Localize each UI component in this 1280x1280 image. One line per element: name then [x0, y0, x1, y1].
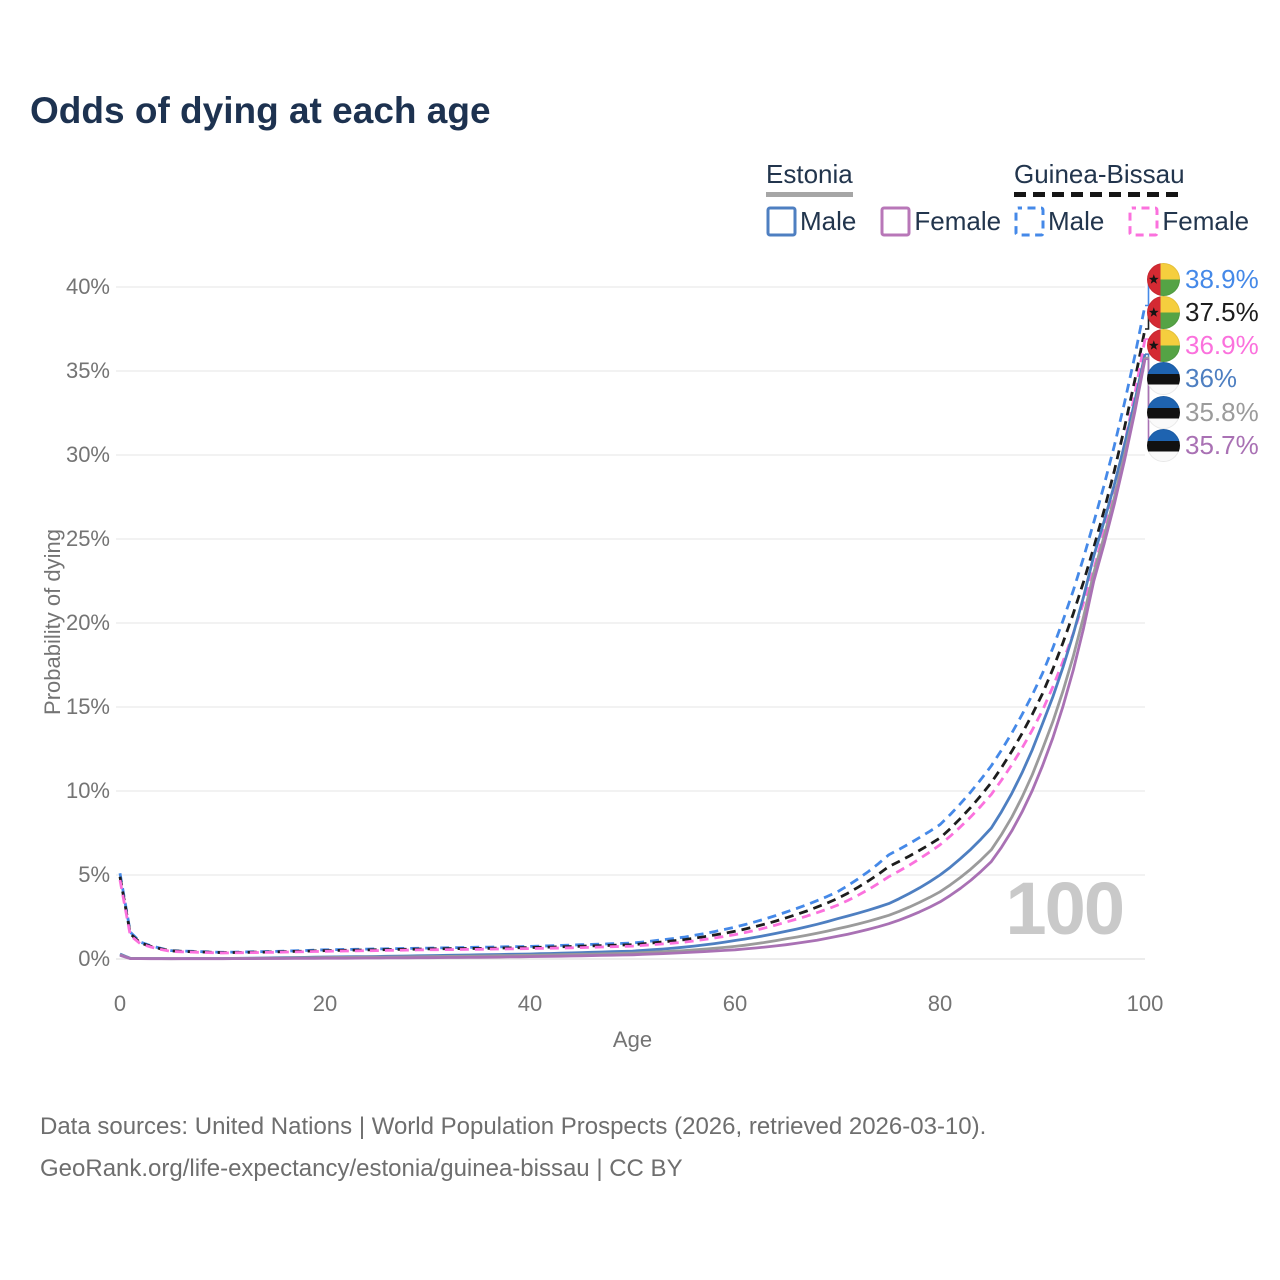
- guinea-bissau-female-swatch-icon: [1128, 206, 1159, 237]
- legend-item-label: Male: [1048, 206, 1105, 236]
- gridlines: [116, 286, 1145, 960]
- guinea-bissau-flag-icon: [1147, 295, 1180, 329]
- estonia-flag-icon: [1147, 429, 1180, 462]
- end-label-estonia-both-sexes: 35.8%: [1147, 395, 1259, 429]
- x-tick-label-0: 0: [113, 991, 127, 1016]
- legend-item-label: Female: [914, 206, 1002, 236]
- series-line-guinea-bissau-male[interactable]: [118, 305, 1147, 954]
- legend-header-guinea-bissau[interactable]: Guinea-Bissau: [1014, 160, 1185, 197]
- y-tick-label-5: 5%: [78, 862, 110, 887]
- estonia-male-swatch-icon: [766, 206, 797, 237]
- guinea-bissau-underline-dashed-rule: [1014, 192, 1185, 197]
- estonia-female-swatch-icon: [880, 206, 911, 237]
- series-line-guinea-bissau-female[interactable]: [118, 338, 1147, 955]
- legend-group-estonia: Estonia Male Female: [766, 160, 1001, 237]
- legend-item-label: Male: [800, 206, 857, 236]
- footer-data-sources: Data sources: United Nations | World Pop…: [40, 1113, 987, 1140]
- x-tick-label-60: 60: [722, 991, 748, 1016]
- legend-item-guinea-bissau-male[interactable]: Male: [1014, 206, 1104, 237]
- legend-item-label: Female: [1162, 206, 1250, 236]
- end-label-guinea-bissau-female: 36.9%: [1147, 329, 1259, 363]
- guinea-bissau-male-swatch-icon: [1014, 206, 1045, 237]
- estonia-flag-icon: [1147, 395, 1180, 429]
- end-label-estonia-male: 36%: [1147, 362, 1238, 396]
- y-tick-label-40: 40%: [65, 274, 110, 299]
- series-line-guinea-bissau-both-sexes[interactable]: [118, 328, 1147, 954]
- end-label-value: 36.9%: [1185, 330, 1259, 361]
- series-line-estonia-male[interactable]: [119, 353, 1147, 960]
- guinea-bissau-flag-icon: [1147, 329, 1180, 363]
- legend-item-guinea-bissau-female[interactable]: Female: [1128, 206, 1249, 237]
- x-tick-label-40: 40: [517, 991, 543, 1016]
- hover-age-watermark: 100: [1005, 867, 1125, 950]
- estonia-flag-icon: [1147, 362, 1180, 396]
- end-label-value: 35.8%: [1185, 396, 1259, 427]
- series-lines: [118, 305, 1147, 961]
- y-tick-label-15: 15%: [65, 694, 110, 719]
- x-tick-label-100: 100: [1126, 991, 1164, 1016]
- legend-header-estonia-label: Estonia: [766, 159, 853, 189]
- end-label-guinea-bissau-male: 38.9%: [1147, 262, 1259, 296]
- footer: Data sources: United Nations | World Pop…: [40, 1106, 986, 1190]
- x-tick-label-20: 20: [312, 991, 338, 1016]
- legend-item-estonia-male[interactable]: Male: [766, 206, 856, 237]
- y-tick-label-0: 0%: [78, 946, 110, 971]
- x-axis-title: Age: [612, 1027, 653, 1052]
- x-tick-label-80: 80: [927, 991, 953, 1016]
- footer-attribution: GeoRank.org/life-expectancy/estonia/guin…: [40, 1155, 683, 1182]
- guinea-bissau-flag-icon: [1147, 262, 1180, 296]
- legend-item-estonia-female[interactable]: Female: [880, 206, 1001, 237]
- end-label-estonia-female: 35.7%: [1147, 429, 1259, 462]
- end-label-guinea-bissau-both-sexes: 37.5%: [1147, 295, 1259, 329]
- series-line-estonia-both-sexes[interactable]: [119, 357, 1147, 961]
- legend-items-guinea-bissau: Male Female: [1014, 206, 1249, 237]
- y-tick-label-35: 35%: [65, 358, 110, 383]
- legend-items-estonia: Male Female: [766, 206, 1001, 237]
- legend-header-estonia[interactable]: Estonia: [766, 160, 853, 197]
- series-line-estonia-female[interactable]: [119, 358, 1147, 961]
- end-label-value: 36%: [1185, 363, 1238, 394]
- y-tick-label-10: 10%: [65, 778, 110, 803]
- page-title: Odds of dying at each age: [30, 90, 491, 131]
- end-label-value: 37.5%: [1185, 296, 1259, 327]
- y-tick-label-30: 30%: [65, 442, 110, 467]
- y-tick-label-20: 20%: [65, 610, 110, 635]
- y-tick-label-25: 25%: [65, 526, 110, 551]
- y-axis-title: Probability of dying: [40, 529, 65, 715]
- estonia-underline-solid-rule: [766, 192, 853, 197]
- end-label-value: 35.7%: [1185, 430, 1259, 460]
- legend-header-guinea-bissau-label: Guinea-Bissau: [1014, 159, 1185, 189]
- end-label-value: 38.9%: [1185, 263, 1259, 294]
- legend-group-guinea-bissau: Guinea-Bissau Male Female: [1014, 160, 1249, 237]
